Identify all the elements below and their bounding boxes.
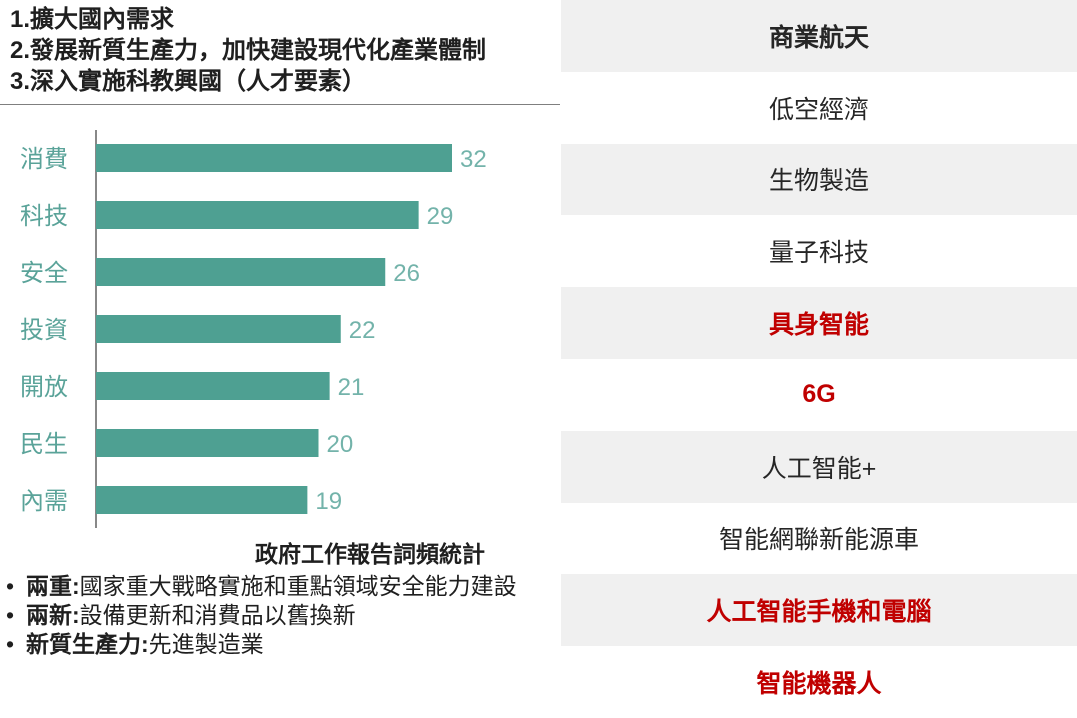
left-panel: 1.擴大國內需求 2.發展新質生產力，加快建設現代化產業體制 3.深入實施科教興… [0, 4, 560, 659]
bar-chart: 消費 32 科技 29 安全 26 投資 22 開放 21 民生 20 內需 19 [20, 130, 487, 528]
priority-item-2: 2.發展新質生產力，加快建設現代化產業體制 [10, 37, 487, 64]
industry-label: 生物製造 [768, 167, 869, 196]
bullet-dot: • [6, 631, 15, 657]
industry-label: 6G [802, 380, 836, 409]
bullet-text: 先進製造業 [148, 631, 264, 657]
bullet-text: 國家重大戰略實施和重點領域安全能力建設 [79, 573, 517, 599]
bullet-term: 兩新: [26, 602, 80, 628]
category-label: 民生 [20, 431, 68, 458]
bullet-item-1: • 兩重:國家重大戰略實施和重點領域安全能力建設 [4, 572, 560, 601]
industry-row: 商業航天 [561, 0, 1077, 72]
priority-item-3: 3.深入實施科教興國（人才要素） [10, 68, 367, 95]
industry-label: 人工智能手機和電腦 [706, 598, 932, 627]
industry-row: 人工智能+ [561, 430, 1077, 503]
divider [0, 104, 560, 105]
bar [96, 429, 319, 457]
bullet-list: • 兩重:國家重大戰略實施和重點領域安全能力建設 • 兩新:設備更新和消費品以舊換新… [4, 572, 560, 659]
industry-row: 量子科技 [561, 215, 1077, 287]
bar [96, 315, 341, 343]
industry-label: 智能機器人 [756, 670, 882, 699]
industry-row: 人工智能手機和電腦 [561, 574, 1077, 647]
value-label: 32 [460, 146, 487, 173]
category-label: 開放 [20, 374, 68, 401]
bullet-term: 兩重: [26, 573, 80, 599]
industry-row: 6G [561, 359, 1077, 431]
value-label: 22 [349, 317, 376, 344]
industry-row: 低空經濟 [561, 72, 1077, 144]
category-label: 消費 [20, 146, 68, 173]
bar [96, 258, 386, 286]
industry-label: 量子科技 [768, 239, 869, 268]
value-label: 20 [327, 431, 354, 458]
value-label: 26 [393, 260, 420, 287]
bullet-term: 新質生產力: [26, 631, 149, 657]
category-label: 科技 [20, 203, 68, 230]
bullet-item-3: • 新質生產力:先進製造業 [4, 630, 560, 659]
bullet-text: 設備更新和消費品以舊換新 [79, 602, 356, 628]
industry-row: 生物製造 [561, 143, 1077, 216]
industry-row: 智能網聯新能源車 [561, 503, 1077, 575]
industry-label: 低空經濟 [768, 95, 869, 124]
priority-item-1: 1.擴大國內需求 [10, 6, 175, 33]
category-label: 安全 [20, 260, 68, 287]
bar [96, 144, 452, 172]
industry-label: 具身智能 [768, 311, 869, 340]
bar [96, 372, 330, 400]
industry-label: 商業航天 [768, 23, 869, 52]
bar [96, 201, 419, 229]
industry-label: 智能網聯新能源車 [718, 526, 919, 555]
value-label: 21 [338, 374, 365, 401]
industry-panel: 商業航天 低空經濟 生物製造 量子科技 具身智能 6G 人工智能+ 智能網聯新能… [561, 0, 1077, 718]
industry-row: 具身智能 [561, 287, 1077, 359]
value-label: 19 [315, 488, 342, 515]
bullet-dot: • [6, 573, 15, 599]
category-label: 內需 [20, 488, 68, 515]
category-label: 投資 [20, 317, 68, 344]
bullet-item-2: • 兩新:設備更新和消費品以舊換新 [4, 601, 560, 630]
chart-title: 政府工作報告詞頻統計 [255, 541, 485, 567]
industry-label: 人工智能+ [761, 454, 877, 483]
bar [96, 486, 308, 514]
priority-list: 1.擴大國內需求 2.發展新質生產力，加快建設現代化產業體制 3.深入實施科教興… [10, 4, 560, 97]
industry-row: 智能機器人 [561, 646, 1077, 718]
value-label: 29 [427, 203, 454, 230]
bullet-dot: • [6, 602, 15, 628]
